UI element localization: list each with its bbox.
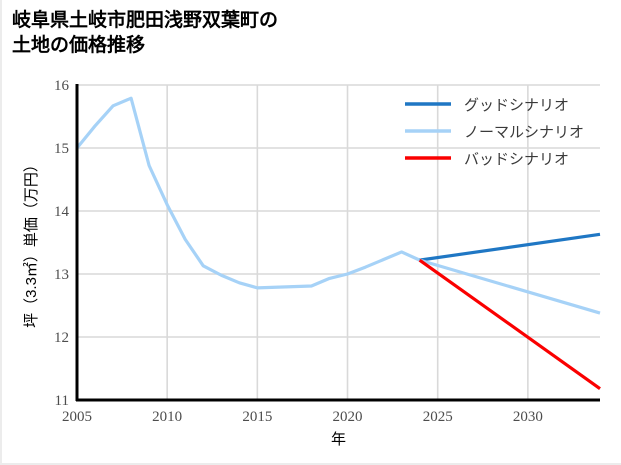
y-tick-label: 16 bbox=[54, 78, 70, 94]
x-tick-label: 2015 bbox=[242, 409, 272, 425]
data-series-layer bbox=[75, 96, 601, 390]
axis-titles: 年 坪（3.3㎡）単価（万円） bbox=[23, 157, 346, 448]
series-line-0 bbox=[75, 96, 421, 290]
x-axis-title: 年 bbox=[331, 431, 346, 448]
y-tick-label: 13 bbox=[54, 267, 69, 283]
series-line-2 bbox=[419, 258, 601, 315]
y-axis-title: 坪（3.3㎡）単価（万円） bbox=[23, 157, 40, 328]
series-line-1 bbox=[419, 232, 601, 262]
axis-lines bbox=[75, 84, 600, 402]
legend-label-2: バッドシナリオ bbox=[464, 152, 569, 168]
x-tick-label: 2025 bbox=[423, 409, 453, 425]
page-title: 岐阜県土岐市肥田浅野双葉町の 土地の価格推移 bbox=[12, 10, 279, 57]
x-tick-label: 2020 bbox=[333, 409, 363, 425]
y-tick-label: 15 bbox=[54, 141, 69, 157]
y-tick-label: 14 bbox=[54, 204, 70, 220]
y-tick-label: 11 bbox=[55, 393, 69, 409]
series-line-3 bbox=[418, 258, 601, 390]
legend-label-1: ノーマルシナリオ bbox=[464, 125, 584, 141]
y-tick-label: 12 bbox=[54, 330, 69, 346]
x-tick-label: 2010 bbox=[152, 409, 182, 425]
x-tick-label: 2005 bbox=[62, 409, 92, 425]
tick-labels: 11 12 13 14 15 16 2005 2010 2015 2020 2025 2030 bbox=[54, 78, 543, 425]
legend-label-0: グッドシナリオ bbox=[464, 97, 569, 114]
x-tick-label: 2030 bbox=[513, 409, 543, 425]
